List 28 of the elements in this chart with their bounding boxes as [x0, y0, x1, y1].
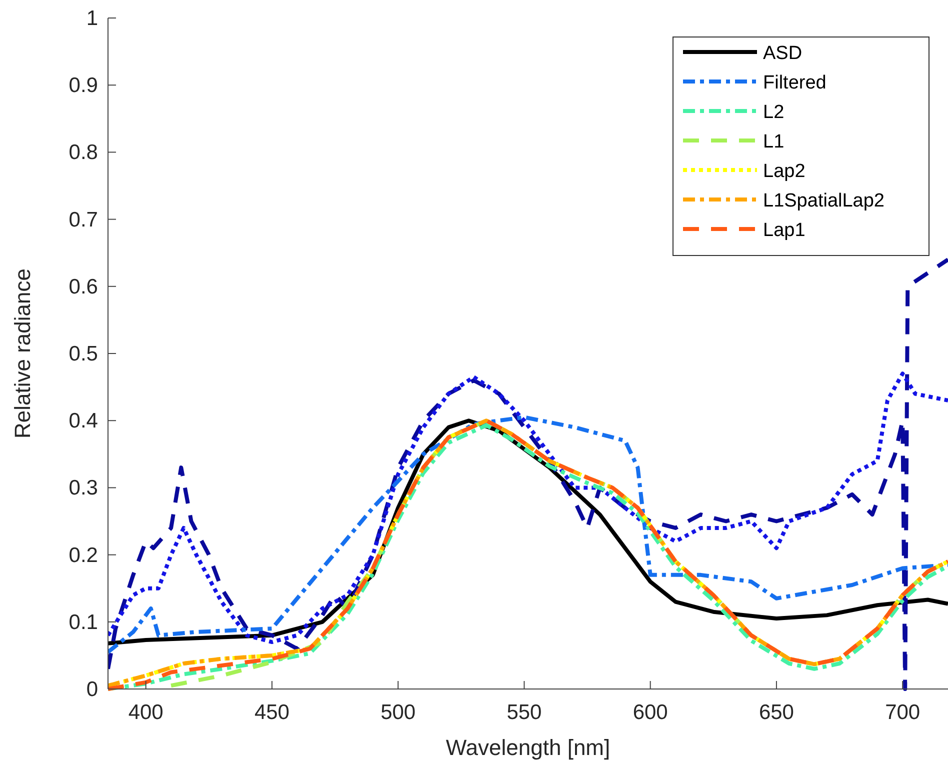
legend-label: ASD: [763, 43, 802, 64]
x-tick-label: 500: [380, 701, 416, 724]
x-tick-label: 650: [758, 701, 794, 724]
x-tick-label: 600: [632, 701, 668, 724]
x-tick-label: 400: [128, 701, 164, 724]
y-tick-label: 0.5: [68, 342, 98, 366]
y-tick-label: 0.8: [68, 141, 98, 164]
legend-label: L1SpatialLap2: [763, 190, 884, 212]
legend-label: L1: [763, 132, 784, 152]
line-series: [108, 372, 948, 644]
y-tick-label: 0: [86, 678, 98, 701]
y-tick-label: 0.9: [68, 74, 98, 98]
y-axis-title: Relative radiance: [10, 268, 35, 438]
legend-label: L2: [763, 102, 784, 123]
y-tick-label: 0.2: [68, 544, 98, 567]
y-tick-label: 1: [86, 7, 98, 30]
x-axis-title: Wavelength [nm]: [446, 735, 610, 760]
y-tick-label: 0.7: [68, 208, 98, 232]
legend-label: Filtered: [763, 72, 826, 94]
y-tick-label: 0.6: [68, 275, 98, 298]
y-tick-label: 0.4: [68, 410, 98, 433]
legend-label: Lap1: [763, 220, 806, 241]
x-tick-label: 450: [254, 701, 290, 724]
x-tick-label: 550: [506, 701, 542, 724]
y-tick-label: 0.3: [68, 476, 98, 500]
y-tick-label: 0.1: [68, 610, 98, 634]
x-tick-label: 700: [885, 701, 920, 724]
legend-label: Lap2: [763, 161, 806, 182]
